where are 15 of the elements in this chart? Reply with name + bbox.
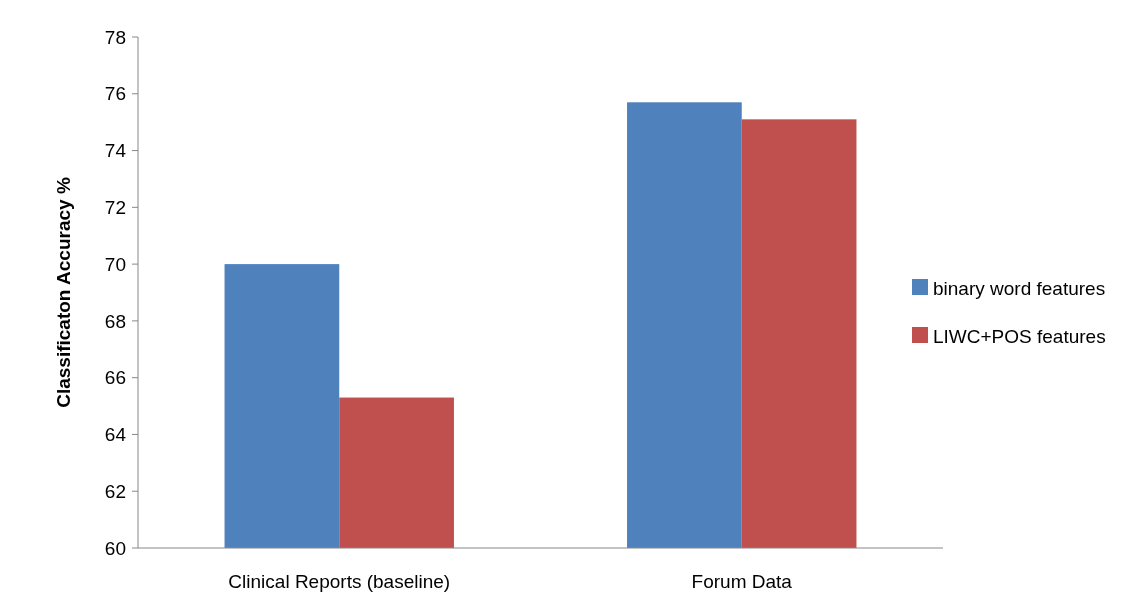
y-tick-label: 62	[104, 480, 126, 502]
y-tick-label: 78	[104, 26, 126, 48]
legend-label: LIWC+POS features	[933, 325, 1106, 347]
y-tick-label: 76	[104, 83, 126, 105]
y-tick-label: 64	[104, 424, 127, 446]
y-tick-label: 74	[104, 140, 127, 162]
y-tick-label: 70	[104, 253, 126, 275]
y-tick-label: 72	[104, 196, 126, 218]
x-tick-label: Clinical Reports (baseline)	[228, 571, 451, 592]
legend-label: binary word features	[933, 277, 1106, 299]
y-tick-label: 60	[104, 537, 126, 559]
y-tick-label: 68	[104, 310, 126, 332]
y-tick-label: 66	[104, 367, 126, 389]
x-tick-label: Forum Data	[691, 571, 793, 592]
y-axis-title: Classificaton Accuracy %	[53, 177, 74, 408]
